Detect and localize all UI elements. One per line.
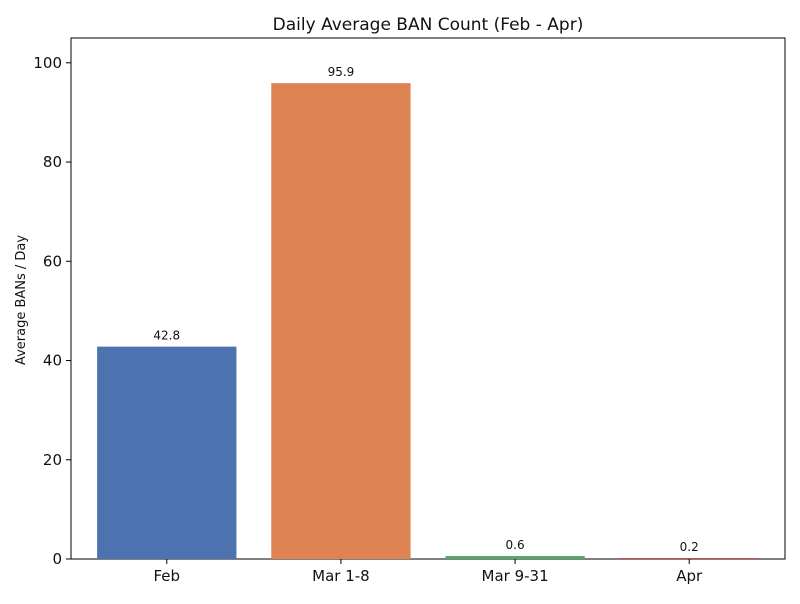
x-tick-label: Mar 1-8	[312, 567, 370, 585]
data-label: 0.2	[680, 540, 699, 554]
y-axis-label: Average BANs / Day	[14, 235, 29, 365]
y-tick-label: 80	[43, 153, 62, 171]
y-tick-label: 60	[43, 252, 62, 270]
bar-mar-1-8	[271, 83, 411, 560]
plot-area: 0 20 40 60 80 100 42.8 Feb 95.9 Mar 1-8 0.6 Mar 9-3…	[33, 37, 786, 585]
plot-frame	[70, 37, 786, 560]
data-label: 0.6	[506, 538, 525, 552]
y-tick-label: 40	[43, 352, 62, 370]
x-tick-label: Feb	[153, 567, 180, 585]
data-label: 95.9	[328, 65, 355, 79]
bar-feb	[97, 346, 237, 559]
bar-apr	[619, 558, 759, 560]
x-tick-label: Apr	[676, 567, 703, 585]
data-label: 42.8	[153, 329, 180, 343]
x-tick-label: Mar 9-31	[482, 567, 549, 585]
y-tick-label: 100	[33, 54, 62, 72]
y-tick-label: 0	[52, 550, 62, 568]
y-tick-label: 20	[43, 451, 62, 469]
bar-mar-9-31	[445, 556, 585, 559]
chart-title: Daily Average BAN Count (Feb - Apr)	[273, 15, 584, 35]
